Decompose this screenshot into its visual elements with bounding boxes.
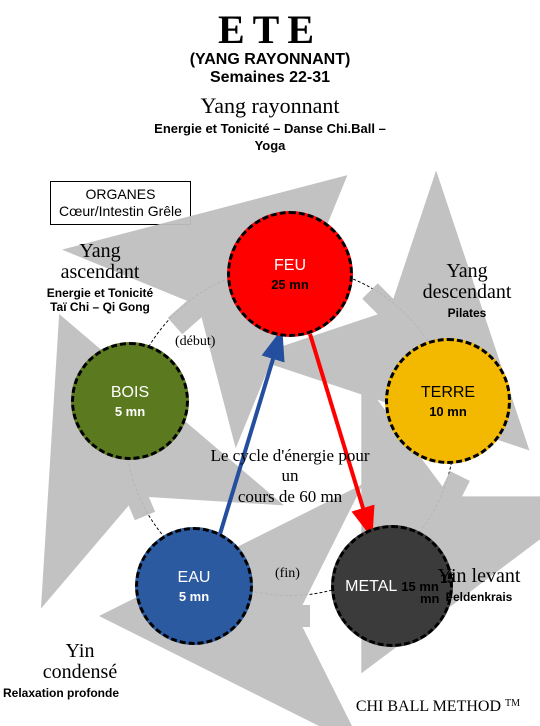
footer-tm: TM	[505, 698, 520, 709]
label-debut: (début)	[175, 334, 215, 350]
node-bois-label: BOIS	[111, 384, 149, 402]
diagram-stage: ORGANES Cœur/Intestin Grêle	[0, 6, 540, 726]
organes-box: ORGANES Cœur/Intestin Grêle	[50, 181, 191, 225]
node-bois: BOIS 5 mn	[71, 342, 189, 460]
node-feu-duration: 25 mn	[271, 277, 309, 292]
yang-asc-2: ascendant	[30, 262, 170, 283]
yin-lev-sub: Feldenkrais	[424, 590, 534, 604]
yin-cond-1: Yin	[5, 641, 155, 662]
label-yang-descendant: Yang descendant Pilates	[402, 261, 532, 320]
node-eau: EAU 5 mn	[135, 527, 253, 645]
node-feu-label: FEU	[274, 257, 306, 275]
organes-value: Cœur/Intestin Grêle	[59, 203, 182, 220]
node-metal-label: METAL	[345, 578, 397, 596]
label-yin-levant: Yin levant Feldenkrais	[424, 566, 534, 604]
footer: CHI BALL METHOD TM	[356, 698, 520, 716]
yin-lev-1: Yin levant	[424, 566, 534, 587]
center-l1: Le cycle d'énergie pour	[211, 446, 370, 465]
organes-label: ORGANES	[59, 186, 182, 203]
yin-cond-2: condensé	[5, 662, 155, 683]
node-eau-label: EAU	[178, 569, 211, 587]
center-l3: cours de 60 mn	[238, 487, 342, 506]
yin-cond-sub: Relaxation profonde	[3, 686, 155, 700]
yang-desc-1: Yang	[402, 261, 532, 282]
center-l2: un	[282, 466, 299, 485]
node-terre-duration: 10 mn	[429, 404, 467, 419]
node-eau-duration: 5 mn	[179, 589, 209, 604]
label-fin: (fin)	[275, 566, 300, 582]
yang-desc-2: descendant	[402, 282, 532, 303]
yang-desc-sub: Pilates	[402, 306, 532, 320]
label-yang-ascendant: Yang ascendant Energie et Tonicité Taï C…	[30, 241, 170, 315]
yang-asc-1: Yang	[30, 241, 170, 262]
center-text: Le cycle d'énergie pour un cours de 60 m…	[180, 446, 400, 507]
label-yin-condense: Yin condensé Relaxation profonde	[5, 641, 155, 700]
node-feu: FEU 25 mn	[227, 211, 353, 337]
node-terre: TERRE 10 mn	[385, 338, 511, 464]
yang-asc-sub: Energie et Tonicité Taï Chi – Qi Gong	[30, 286, 170, 315]
node-terre-label: TERRE	[421, 384, 475, 402]
footer-text: CHI BALL METHOD	[356, 698, 501, 715]
node-bois-duration: 5 mn	[115, 404, 145, 419]
